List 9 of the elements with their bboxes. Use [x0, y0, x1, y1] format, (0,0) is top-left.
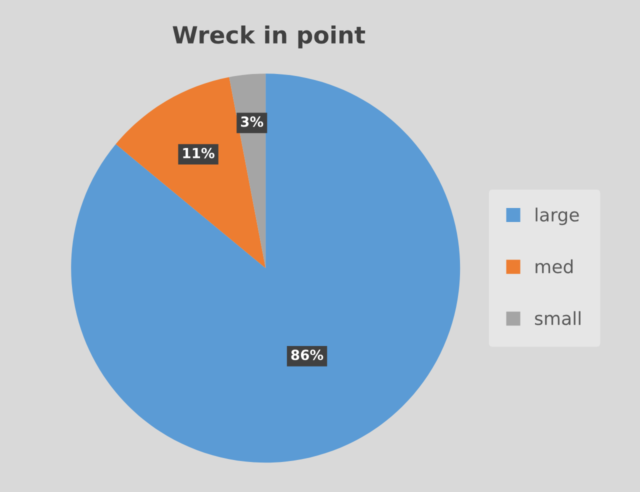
- legend-label: small: [535, 311, 580, 326]
- pie-slice: [116, 77, 266, 268]
- legend-label: large: [536, 208, 579, 226]
- data-label: 3%: [241, 116, 264, 127]
- data-label: 86%: [291, 350, 324, 360]
- pie-slice: [71, 74, 460, 463]
- data-label: 11%: [183, 148, 214, 158]
- chart-title: Wreck in point: [172, 25, 366, 48]
- legend-label: med: [536, 259, 573, 274]
